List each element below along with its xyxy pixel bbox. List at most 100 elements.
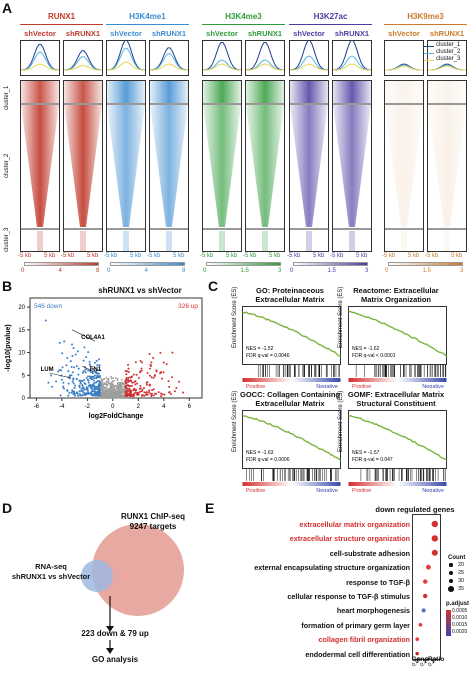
cluster3-signal: [262, 231, 268, 251]
gene-label: COL4A1: [81, 335, 105, 341]
volcano-point: [125, 378, 128, 381]
volcano-point: [85, 356, 88, 359]
volcano-point: [73, 390, 76, 393]
profile-curves: [245, 42, 285, 71]
volcano-point: [89, 365, 92, 368]
volcano-point: [148, 367, 151, 370]
cluster1-signal: [246, 81, 284, 103]
cluster1-signal: [290, 81, 328, 103]
volcano-point: [100, 378, 103, 380]
count-legend-value: 30: [458, 578, 465, 584]
volcano-point: [110, 395, 112, 398]
mark-title-rule: [384, 24, 467, 25]
volcano-point: [93, 390, 96, 393]
volcano-point: [117, 389, 120, 391]
volcano-point: [108, 394, 111, 396]
cluster-label: cluster_2: [4, 153, 10, 178]
heatmap-signal: [107, 81, 145, 251]
mark-title-rule: [289, 24, 372, 25]
volcano-point: [75, 377, 78, 380]
volcano-point: [152, 356, 155, 359]
volcano-point: [70, 374, 73, 377]
volcano-point: [98, 388, 101, 391]
volcano-point: [101, 393, 104, 396]
volcano-point: [93, 382, 96, 385]
panel-b-letter: B: [2, 278, 13, 294]
volcano-point: [116, 379, 119, 382]
volcano-point: [157, 391, 160, 394]
chip-targets: 9247 targets: [129, 522, 177, 531]
volcano-point: [89, 370, 92, 373]
volcano-point: [120, 391, 123, 394]
volcano-point: [83, 382, 86, 385]
sub-label-right: shRUNX1: [151, 29, 187, 38]
volcano-point: [128, 393, 131, 396]
profile-line: [203, 63, 241, 71]
profile-curves: [149, 47, 189, 71]
volcano-point: [77, 367, 80, 370]
colorbar: [110, 262, 185, 266]
profile-line: [333, 63, 371, 71]
volcano-point: [72, 382, 75, 385]
cluster2-signal: [290, 105, 328, 227]
cluster2-signal: [21, 105, 59, 227]
volcano-point: [78, 384, 81, 387]
axis-left-label: -5 kb: [61, 253, 75, 259]
legend-label: cluster_2: [436, 49, 461, 55]
go-term-label: external encapsulating structure organiz…: [254, 563, 410, 573]
volcano-point: [98, 369, 101, 372]
volcano-point: [115, 396, 118, 399]
go-term-label: formation of primary germ layer: [301, 620, 410, 630]
colorbar: [24, 262, 99, 266]
volcano-point: [140, 367, 143, 370]
volcano-point: [92, 375, 95, 378]
volcano-point: [95, 359, 98, 362]
volcano-point: [128, 380, 131, 383]
volcano-point: [81, 371, 84, 374]
volcano-point: [120, 387, 122, 390]
volcano-point: [121, 387, 124, 390]
cluster3-signal: [219, 231, 225, 251]
volcano-point: [152, 394, 155, 397]
cluster3-signal: [80, 231, 86, 251]
volcano-point: [70, 391, 73, 394]
go-term-label: endodermal cell differentiation: [305, 649, 410, 659]
volcano-point: [108, 397, 111, 399]
volcano-point: [98, 386, 101, 389]
cluster1-signal: [64, 81, 102, 103]
profile-line: [106, 40, 146, 71]
volcano-point: [137, 376, 140, 379]
volcano-point: [140, 390, 143, 393]
volcano-point: [129, 376, 132, 379]
profile-box: [106, 40, 146, 76]
volcano-point: [66, 389, 69, 392]
profile-line: [289, 55, 329, 71]
cluster2-signal: [150, 105, 188, 227]
volcano-point: [111, 380, 114, 383]
heatmap: [202, 80, 242, 252]
volcano-point: [150, 395, 153, 398]
volcano-point: [101, 384, 103, 387]
profile-curves: [428, 63, 466, 71]
volcano-point: [97, 372, 100, 375]
volcano-point: [155, 370, 158, 373]
volcano-point: [87, 369, 90, 372]
volcano-point: [83, 346, 86, 349]
profile-line: [21, 63, 59, 71]
volcano-xtick: 2: [137, 404, 141, 410]
volcano-point: [112, 385, 115, 388]
volcano-point: [148, 383, 151, 386]
volcano-point: [136, 393, 139, 396]
arrow-head-2: [106, 648, 114, 654]
colorbar-tick: 8: [96, 268, 100, 274]
venn-diagram: [81, 524, 184, 654]
es-curve: [348, 414, 447, 461]
volcano-point: [105, 391, 108, 393]
volcano-point: [114, 389, 117, 391]
volcano-point: [112, 387, 115, 390]
sub-label-left: shVector: [110, 29, 142, 38]
volcano-point: [102, 386, 105, 389]
volcano-point: [98, 385, 101, 388]
axis-left-label: -5 kb: [147, 253, 161, 259]
profile-curves: [20, 43, 60, 71]
